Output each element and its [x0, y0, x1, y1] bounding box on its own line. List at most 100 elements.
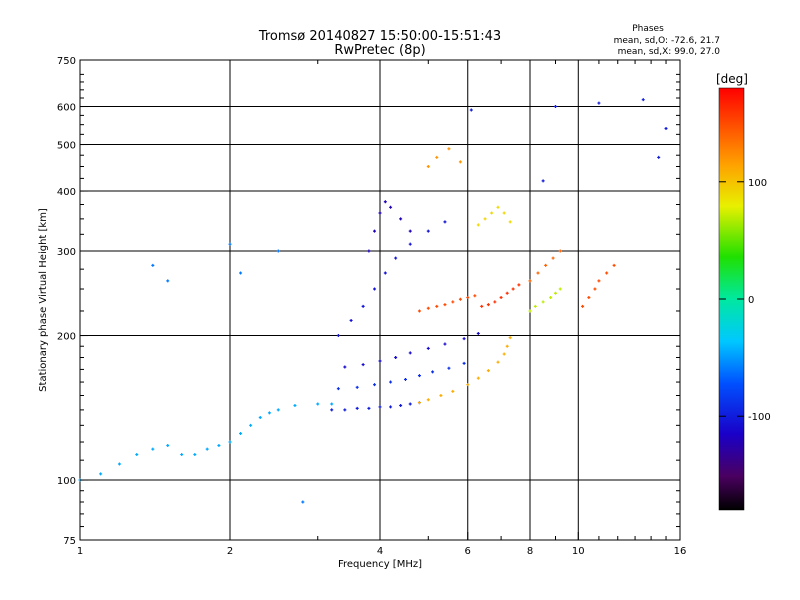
data-point	[408, 351, 412, 355]
colorbar-unit-label: [deg]	[716, 72, 748, 86]
data-point	[403, 377, 407, 381]
data-point	[99, 472, 103, 476]
y-tick-label: 300	[57, 247, 76, 258]
data-point	[439, 394, 443, 398]
data-point	[458, 297, 462, 301]
data-point	[549, 296, 553, 300]
data-point	[383, 200, 387, 204]
data-point	[528, 279, 532, 283]
data-point	[373, 229, 377, 233]
data-point	[581, 304, 585, 308]
data-point	[426, 346, 430, 350]
x-tick-label: 1	[77, 546, 83, 557]
data-point	[536, 271, 540, 275]
data-point	[502, 352, 506, 356]
data-point	[431, 370, 435, 374]
data-point	[505, 344, 509, 348]
data-point	[228, 242, 232, 246]
data-point	[490, 211, 494, 215]
y-axis-ticks: 75 100 200 300 400 500 600 750	[57, 56, 680, 547]
y-tick-label: 400	[57, 187, 76, 198]
data-point	[551, 256, 555, 260]
data-point	[193, 453, 197, 457]
data-point	[476, 376, 480, 380]
data-point	[426, 398, 430, 402]
data-point	[408, 229, 412, 233]
phases-o-stats: mean, sd,O: -72.6, 21.7	[614, 36, 720, 46]
data-point	[502, 211, 506, 215]
colorbar-tick-label: 0	[748, 295, 754, 306]
data-point	[435, 155, 439, 159]
data-point	[394, 355, 398, 359]
y-tick-label: 500	[57, 141, 76, 152]
data-point	[541, 300, 545, 304]
phases-x-stats: mean, sd,X: 99.0, 27.0	[618, 47, 721, 57]
data-point	[426, 164, 430, 168]
data-point	[316, 402, 320, 406]
data-point	[205, 447, 209, 451]
data-point	[493, 300, 497, 304]
data-point	[389, 380, 393, 384]
data-point	[399, 217, 403, 221]
data-point	[180, 453, 184, 457]
data-point	[417, 309, 421, 313]
y-tick-label: 100	[57, 476, 76, 487]
data-point	[476, 331, 480, 335]
data-point	[336, 387, 340, 391]
y-axis-label: Stationary phase Virtual Height [km]	[38, 208, 49, 392]
data-point	[151, 447, 155, 451]
title-line-2: RwPretec (8p)	[334, 43, 425, 58]
data-point	[486, 369, 490, 373]
data-point	[378, 405, 382, 409]
data-point	[361, 304, 365, 308]
data-point	[166, 279, 170, 283]
data-point	[378, 211, 382, 215]
data-point	[355, 406, 359, 410]
data-point	[378, 359, 382, 363]
x-tick-label: 2	[227, 546, 233, 557]
x-axis-ticks: 1 2 4 6 8 10 16	[77, 60, 686, 557]
colorbar-tick-label: 100	[748, 178, 767, 189]
data-point	[394, 256, 398, 260]
data-point	[435, 304, 439, 308]
data-point	[239, 432, 243, 436]
data-point	[336, 334, 340, 338]
data-point	[408, 402, 412, 406]
data-point	[267, 411, 271, 415]
data-point	[239, 271, 243, 275]
data-point	[451, 389, 455, 393]
data-point	[517, 283, 521, 287]
x-tick-label: 4	[377, 546, 383, 557]
data-point	[483, 217, 487, 221]
data-point	[476, 223, 480, 227]
data-point	[417, 401, 421, 405]
data-point	[361, 363, 365, 367]
data-point	[443, 342, 447, 346]
x-tick-label: 8	[527, 546, 533, 557]
colorbar-ticks: 100 0 -100	[719, 178, 771, 423]
data-point	[258, 415, 262, 419]
data-point	[373, 383, 377, 387]
data-point	[343, 365, 347, 369]
data-point	[499, 296, 503, 300]
data-point	[117, 462, 121, 466]
data-point	[505, 291, 509, 295]
data-point	[458, 160, 462, 164]
data-point	[469, 108, 473, 112]
data-point	[426, 306, 430, 310]
data-point	[597, 279, 601, 283]
plot-area: 1 2 4 6 8 10 16 75 100 200 300 400 500 600 750	[57, 56, 686, 557]
data-point	[553, 291, 557, 295]
data-point	[447, 147, 451, 151]
data-point	[593, 287, 597, 291]
data-point	[217, 444, 221, 448]
data-point	[367, 406, 371, 410]
data-point	[496, 205, 500, 209]
data-point	[426, 229, 430, 233]
x-axis-label: Frequency [MHz]	[338, 559, 422, 570]
data-point	[533, 304, 537, 308]
data-point	[553, 105, 557, 109]
data-point	[466, 383, 470, 387]
data-point	[451, 300, 455, 304]
data-point	[228, 440, 232, 444]
